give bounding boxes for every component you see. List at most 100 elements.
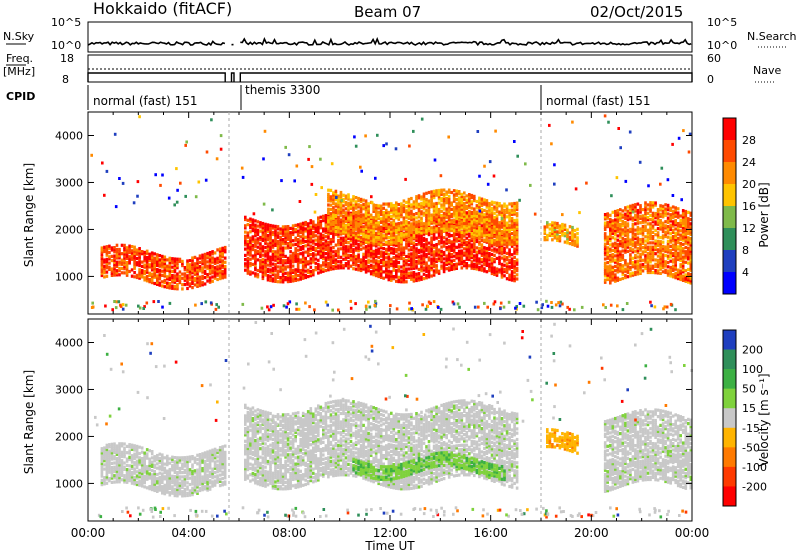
heatmap-cell	[624, 259, 627, 263]
heatmap-cell	[468, 243, 471, 247]
heatmap-cell	[377, 242, 380, 246]
heatmap-cell	[314, 227, 318, 232]
heatmap-cell	[369, 234, 373, 238]
heatmap-cell	[439, 174, 443, 178]
heatmap-cell	[276, 258, 280, 263]
heatmap-cell	[176, 287, 179, 291]
heatmap-cell	[402, 276, 406, 280]
heatmap-cell	[674, 252, 677, 256]
heatmap-cell	[626, 241, 630, 245]
heatmap-cell	[457, 192, 461, 196]
heatmap-cell	[344, 240, 348, 245]
heatmap-cell	[432, 243, 436, 248]
heatmap-cell	[294, 274, 297, 278]
heatmap-cell	[125, 273, 129, 277]
heatmap-cell	[614, 269, 617, 273]
heatmap-cell	[397, 224, 401, 228]
heatmap-cell	[327, 222, 330, 226]
heatmap-cell	[319, 232, 323, 236]
heatmap-cell	[666, 203, 670, 207]
heatmap-cell	[602, 303, 605, 307]
heatmap-cell	[442, 265, 446, 269]
heatmap-cell	[221, 269, 224, 274]
power-cells	[90, 114, 693, 312]
heatmap-cell	[649, 232, 652, 236]
heatmap-cell	[123, 250, 126, 254]
heatmap-cell	[639, 257, 642, 261]
heatmap-cell	[259, 242, 262, 246]
heatmap-cell	[405, 263, 408, 267]
heatmap-cell	[437, 240, 441, 244]
heatmap-cell	[465, 253, 469, 257]
heatmap-cell	[420, 220, 423, 224]
heatmap-cell	[349, 256, 353, 260]
heatmap-cell	[123, 260, 126, 264]
heatmap-cell	[158, 270, 162, 275]
heatmap-cell	[395, 262, 398, 266]
heatmap-cell	[646, 251, 650, 256]
heatmap-cell	[415, 205, 418, 209]
heatmap-cell	[342, 240, 345, 244]
heatmap-cell	[100, 263, 104, 267]
heatmap-cell	[347, 201, 350, 205]
heatmap-cell	[437, 229, 441, 233]
heatmap-cell	[679, 254, 682, 258]
heatmap-cell	[395, 269, 398, 273]
heatmap-cell	[646, 270, 650, 275]
heatmap-cell	[357, 196, 360, 201]
heatmap-cell	[289, 245, 292, 250]
heatmap-cell	[286, 273, 290, 277]
heatmap-cell	[412, 206, 416, 210]
heatmap-cell	[641, 237, 645, 241]
heatmap-cell	[251, 224, 255, 228]
heatmap-cell	[354, 206, 358, 210]
heatmap-cell	[171, 278, 174, 282]
heatmap-cell	[450, 265, 453, 269]
heatmap-cell	[659, 248, 662, 252]
heatmap-cell	[382, 255, 385, 259]
heatmap-cell	[463, 214, 466, 218]
heatmap-cell	[262, 157, 265, 161]
heatmap-cell	[405, 261, 408, 265]
heatmap-cell	[432, 271, 436, 275]
heatmap-cell	[191, 275, 194, 279]
heatmap-cell	[664, 247, 667, 251]
heatmap-cell	[148, 278, 151, 282]
heatmap-cell	[357, 199, 360, 203]
heatmap-cell	[475, 218, 479, 223]
heatmap-cell	[218, 268, 222, 272]
heatmap-cell	[244, 234, 247, 238]
heatmap-cell	[445, 196, 448, 201]
heatmap-cell	[405, 269, 408, 273]
heatmap-cell	[254, 274, 257, 278]
heatmap-cell	[329, 255, 333, 259]
heatmap-cell	[649, 270, 652, 275]
heatmap-cell	[435, 210, 438, 214]
heatmap-cell	[304, 229, 307, 233]
heatmap-cell	[603, 236, 607, 240]
heatmap-cell	[314, 253, 318, 257]
heatmap-cell	[284, 240, 287, 244]
heatmap-cell	[123, 243, 126, 247]
heatmap-cell	[621, 236, 625, 240]
heatmap-cell	[269, 247, 272, 251]
heatmap-cell	[367, 206, 370, 210]
heatmap-cell	[100, 259, 104, 263]
heatmap-cell	[510, 210, 514, 214]
heatmap-cell	[682, 129, 685, 133]
heatmap-cell	[261, 270, 265, 274]
heatmap-cell	[322, 261, 325, 265]
heatmap-cell	[319, 245, 323, 249]
heatmap-cell	[515, 233, 519, 237]
heatmap-cell	[354, 200, 358, 204]
heatmap-cell	[626, 232, 630, 237]
heatmap-cell	[681, 230, 685, 234]
heatmap-cell	[216, 265, 219, 269]
heatmap-cell	[488, 221, 491, 225]
heatmap-cell	[508, 260, 511, 265]
heatmap-cell	[264, 239, 267, 243]
heatmap-cell	[357, 230, 360, 234]
heatmap-cell	[488, 262, 491, 266]
heatmap-cell	[437, 233, 441, 237]
heatmap-cell	[654, 241, 657, 245]
